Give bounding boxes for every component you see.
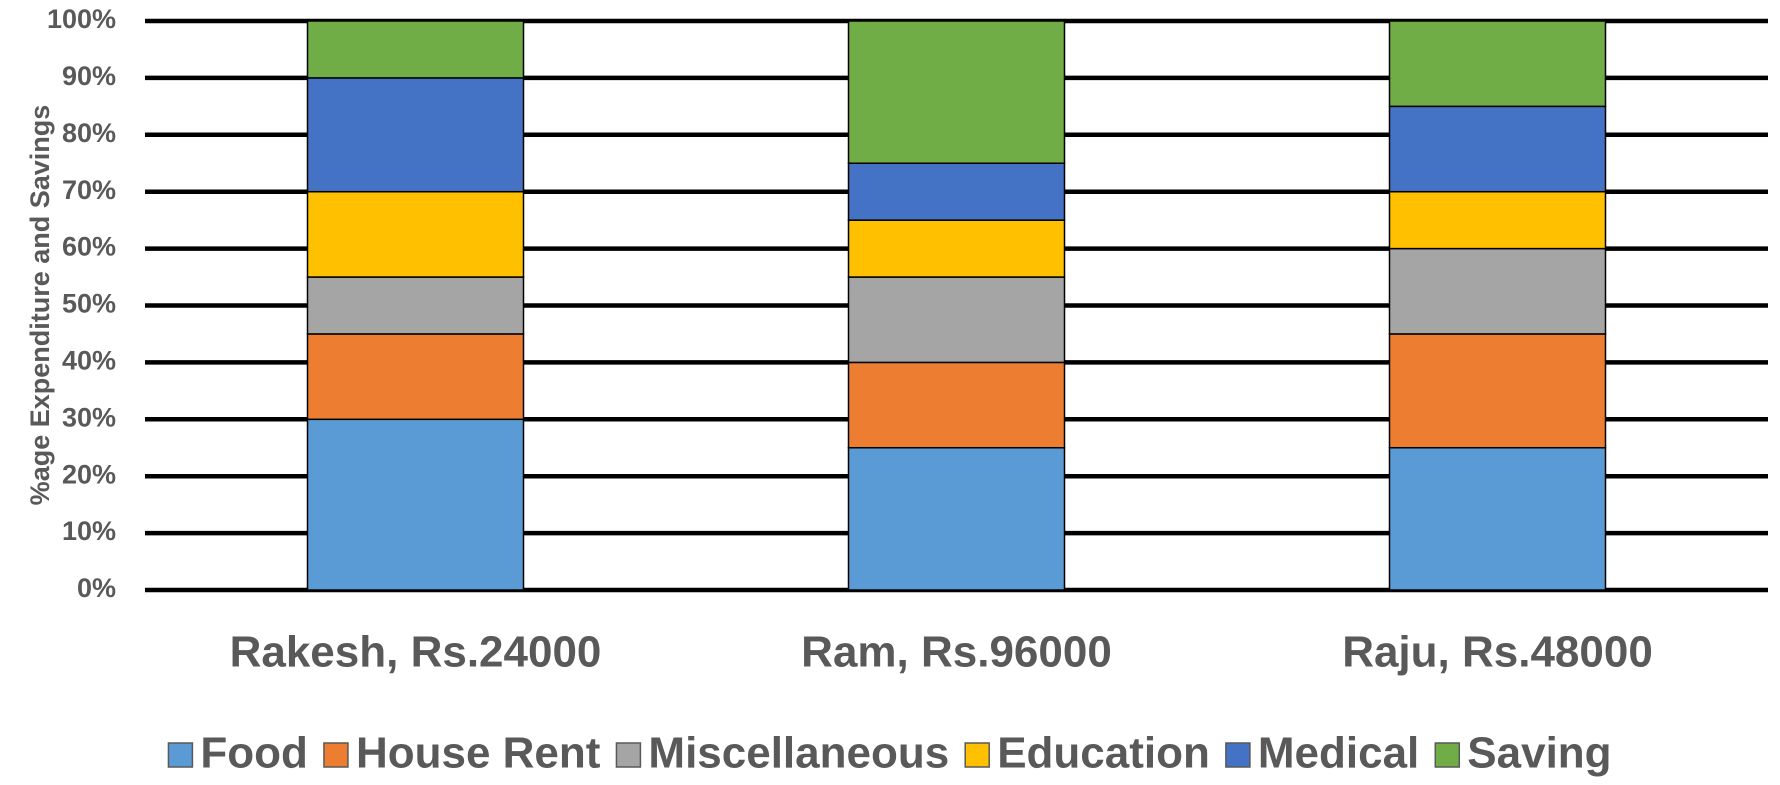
y-axis-label: %age Expenditure and Savings (25, 105, 55, 506)
bar-segment (847, 219, 1066, 278)
y-tick-label: 30% (62, 402, 116, 432)
bar-segment (847, 361, 1066, 449)
legend-label: Education (997, 729, 1210, 778)
x-tick-label: Ram, Rs.96000 (801, 628, 1112, 677)
bar-segment (1388, 190, 1607, 250)
y-tick-label: 0% (77, 573, 116, 603)
bar-segment (1388, 333, 1607, 449)
bar-segment (1388, 247, 1607, 335)
bar-segment (847, 20, 1066, 164)
bar-segment (306, 20, 525, 79)
y-tick-label: 60% (62, 232, 116, 262)
y-tick-label: 100% (47, 4, 116, 34)
legend-label: House Rent (356, 729, 601, 778)
bar-segment (306, 276, 525, 335)
bar-segment (847, 276, 1066, 364)
y-tick-label: 50% (62, 289, 116, 319)
y-tick-label: 70% (62, 175, 116, 205)
bar-segment (306, 77, 525, 193)
legend-swatch (167, 742, 194, 768)
bar-segment (306, 418, 525, 591)
legend-swatch (323, 742, 349, 768)
y-tick-label: 40% (62, 346, 116, 376)
legend-label: Medical (1258, 729, 1419, 778)
legend-label: Saving (1467, 729, 1611, 778)
y-tick-label: 80% (62, 118, 116, 148)
legend-swatch (1434, 742, 1461, 768)
y-tick-label: 10% (62, 516, 116, 546)
x-tick-label: Rakesh, Rs.24000 (230, 628, 602, 677)
bar-segment (847, 162, 1066, 221)
x-tick-label: Raju, Rs.48000 (1342, 628, 1653, 677)
legend-swatch (615, 742, 642, 768)
bar-segment (847, 447, 1066, 591)
bar-segment (306, 333, 525, 421)
legend-label: Food (200, 729, 308, 778)
bar-segment (1388, 447, 1607, 591)
legend-swatch (1225, 742, 1251, 768)
y-tick-label: 90% (62, 61, 116, 91)
legend-label: Miscellaneous (648, 729, 949, 778)
bar-segment (306, 190, 525, 278)
legend-swatch (964, 742, 990, 768)
bar-segment (1388, 105, 1607, 193)
bar-segment (1388, 20, 1607, 108)
y-tick-label: 20% (62, 459, 116, 489)
